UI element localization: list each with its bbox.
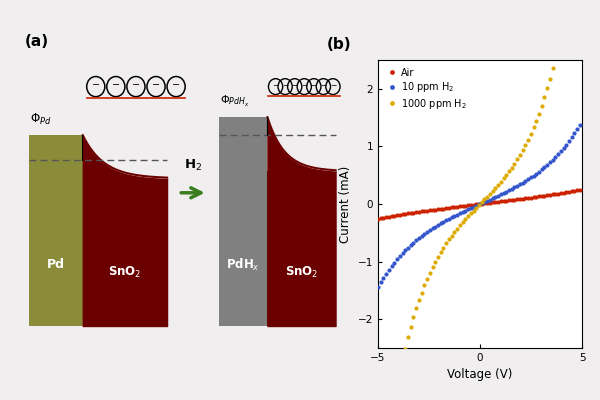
1000 ppm H$_2$ bbox=[541, 95, 548, 100]
Bar bbox=[268, 171, 335, 326]
Text: −: − bbox=[301, 81, 307, 90]
Line: 1000 ppm H$_2$: 1000 ppm H$_2$ bbox=[377, 0, 581, 400]
Bar bbox=[83, 20, 167, 178]
Air bbox=[535, 194, 542, 199]
Text: −: − bbox=[330, 81, 336, 90]
10 ppm H$_2$ bbox=[577, 122, 584, 127]
Air bbox=[374, 216, 382, 221]
10 ppm H$_2$ bbox=[391, 260, 398, 265]
Line: 10 ppm H$_2$: 10 ppm H$_2$ bbox=[377, 123, 581, 288]
Text: H$_2$: H$_2$ bbox=[184, 158, 202, 173]
Text: −: − bbox=[311, 81, 317, 90]
Text: SnO$_2$: SnO$_2$ bbox=[285, 264, 318, 280]
Air bbox=[533, 194, 540, 199]
Air bbox=[554, 191, 562, 196]
Text: PdH$_x$: PdH$_x$ bbox=[226, 257, 260, 273]
Text: −: − bbox=[292, 81, 298, 90]
Air bbox=[577, 188, 584, 192]
1000 ppm H$_2$ bbox=[527, 131, 535, 136]
Text: $\Phi_{PdH_x}$: $\Phi_{PdH_x}$ bbox=[220, 94, 249, 108]
Text: (b): (b) bbox=[327, 37, 352, 52]
FancyArrowPatch shape bbox=[181, 188, 201, 198]
Text: −: − bbox=[112, 80, 120, 90]
Text: $\Phi_{Pd}$: $\Phi_{Pd}$ bbox=[31, 112, 52, 126]
Text: −: − bbox=[152, 80, 160, 90]
Text: Pd: Pd bbox=[47, 258, 65, 271]
10 ppm H$_2$ bbox=[527, 175, 535, 180]
Bar bbox=[83, 178, 167, 326]
Text: −: − bbox=[282, 81, 289, 90]
1000 ppm H$_2$ bbox=[533, 118, 540, 123]
Text: (a): (a) bbox=[25, 34, 49, 50]
Bar bbox=[29, 135, 83, 326]
Bar bbox=[268, 20, 335, 171]
X-axis label: Voltage (V): Voltage (V) bbox=[448, 368, 512, 382]
Text: −: − bbox=[132, 80, 140, 90]
Legend: Air, 10 ppm H$_2$, 1000 ppm H$_2$: Air, 10 ppm H$_2$, 1000 ppm H$_2$ bbox=[383, 65, 470, 114]
10 ppm H$_2$ bbox=[374, 284, 382, 289]
Bar bbox=[219, 117, 268, 326]
10 ppm H$_2$ bbox=[541, 165, 548, 170]
Text: −: − bbox=[172, 80, 180, 90]
Air bbox=[391, 213, 398, 218]
10 ppm H$_2$ bbox=[535, 169, 542, 174]
Text: −: − bbox=[272, 81, 279, 90]
Air bbox=[527, 195, 535, 200]
10 ppm H$_2$ bbox=[533, 171, 540, 176]
Y-axis label: Current (mA): Current (mA) bbox=[339, 165, 352, 243]
1000 ppm H$_2$ bbox=[535, 111, 542, 116]
10 ppm H$_2$ bbox=[554, 152, 562, 156]
Text: −: − bbox=[320, 81, 326, 90]
Line: Air: Air bbox=[377, 188, 581, 220]
1000 ppm H$_2$ bbox=[554, 42, 562, 46]
Text: −: − bbox=[92, 80, 100, 90]
Air bbox=[541, 193, 548, 198]
Text: SnO$_2$: SnO$_2$ bbox=[108, 264, 142, 280]
